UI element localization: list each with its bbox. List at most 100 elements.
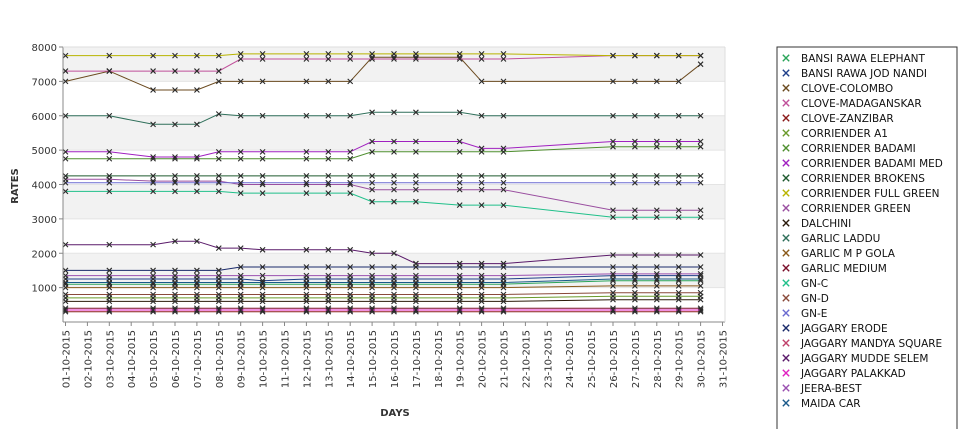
data-point-marker — [194, 154, 200, 160]
data-point-marker — [500, 173, 507, 179]
data-point-marker — [653, 179, 660, 186]
data-point-marker — [259, 78, 266, 85]
data-point-marker — [303, 56, 310, 62]
data-point-marker — [675, 173, 682, 179]
legend-label: JEERA-BEST — [800, 383, 862, 395]
data-point-marker — [325, 307, 332, 313]
data-point-marker — [632, 252, 638, 258]
data-point-marker — [347, 284, 354, 291]
data-point-marker — [259, 246, 266, 253]
data-point-marker — [456, 173, 463, 179]
data-point-marker — [215, 173, 222, 179]
data-point-marker — [150, 272, 156, 279]
data-point-marker — [194, 87, 200, 93]
data-point-marker — [237, 190, 244, 196]
data-point-marker — [150, 52, 156, 59]
data-point-marker — [391, 179, 397, 186]
data-point-marker — [610, 296, 616, 303]
data-point-marker — [697, 270, 704, 277]
data-point-marker — [456, 284, 463, 291]
data-point-marker — [215, 111, 222, 117]
legend-label: DALCHINI — [801, 218, 851, 230]
legend-marker — [782, 264, 790, 272]
data-point-marker — [303, 264, 310, 270]
data-point-marker — [369, 148, 375, 155]
data-point-marker — [347, 272, 354, 279]
data-point-marker — [62, 279, 69, 286]
data-point-marker — [194, 307, 200, 313]
data-point-marker — [653, 52, 660, 59]
series — [62, 264, 704, 274]
data-point-marker — [500, 179, 507, 186]
data-point-marker — [237, 56, 244, 62]
data-point-marker — [325, 272, 332, 279]
data-point-marker — [215, 279, 222, 286]
data-point-marker — [62, 267, 69, 274]
data-point-marker — [150, 284, 156, 291]
series — [62, 296, 704, 305]
series-line — [65, 53, 701, 57]
data-point-marker — [610, 143, 616, 150]
data-point-marker — [259, 264, 266, 270]
data-point-marker — [610, 78, 616, 85]
data-point-marker — [259, 284, 266, 291]
legend-marker — [782, 324, 790, 332]
series-line — [65, 295, 701, 299]
data-point-marker — [697, 173, 704, 179]
data-point-marker — [215, 291, 222, 298]
series — [62, 138, 704, 160]
data-point-marker — [456, 298, 463, 305]
data-point-marker — [413, 298, 419, 305]
data-point-marker — [259, 112, 266, 119]
data-point-marker — [106, 112, 113, 119]
legend-marker — [782, 399, 790, 407]
data-point-marker — [303, 190, 310, 196]
data-point-marker — [391, 173, 397, 179]
data-point-marker — [413, 138, 419, 145]
data-point-marker — [347, 307, 354, 313]
data-point-marker — [237, 179, 244, 186]
data-point-marker — [675, 138, 682, 145]
x-tick-label: 06-10-2015 — [171, 330, 182, 388]
data-point-marker — [237, 50, 244, 57]
x-axis-title: DAYS — [380, 408, 410, 419]
data-point-marker — [259, 173, 266, 179]
data-point-marker — [413, 272, 419, 279]
x-tick-label: 12-10-2015 — [302, 330, 313, 388]
x-tick-label: 29-10-2015 — [675, 330, 686, 388]
x-tick-label: 13-10-2015 — [324, 330, 335, 388]
data-point-marker — [150, 121, 156, 128]
legend-label: GN-D — [801, 293, 829, 305]
series — [62, 143, 704, 162]
series-line — [65, 190, 701, 218]
y-tick-label: 2000 — [32, 249, 57, 260]
data-point-marker — [675, 296, 682, 303]
series-line — [65, 280, 701, 285]
series-line — [65, 275, 701, 282]
data-point-marker — [215, 307, 222, 313]
data-point-marker — [675, 143, 682, 150]
series-line — [65, 266, 701, 271]
legend-label: CLOVE-COLOMBO — [801, 83, 893, 95]
data-point-marker — [106, 298, 113, 305]
data-point-marker — [500, 202, 507, 209]
x-tick-label: 02-10-2015 — [83, 330, 94, 388]
data-point-marker — [303, 78, 310, 85]
data-point-marker — [106, 279, 113, 286]
data-point-marker — [303, 272, 310, 279]
data-point-marker — [303, 298, 310, 305]
data-point-marker — [150, 267, 156, 274]
data-point-marker — [456, 50, 463, 57]
x-axis-ticks: 01-10-2015 02-10-2015 03-10-2015 04-10-2015… — [62, 322, 730, 388]
data-point-marker — [675, 207, 682, 214]
data-point-marker — [697, 307, 704, 313]
data-point-marker — [478, 279, 485, 286]
series — [62, 289, 704, 298]
data-point-marker — [610, 264, 616, 270]
data-point-marker — [194, 238, 200, 245]
data-point-marker — [413, 260, 419, 267]
data-point-marker — [413, 284, 419, 291]
data-point-marker — [259, 50, 266, 57]
data-point-marker — [106, 272, 113, 279]
series-group — [62, 50, 704, 315]
